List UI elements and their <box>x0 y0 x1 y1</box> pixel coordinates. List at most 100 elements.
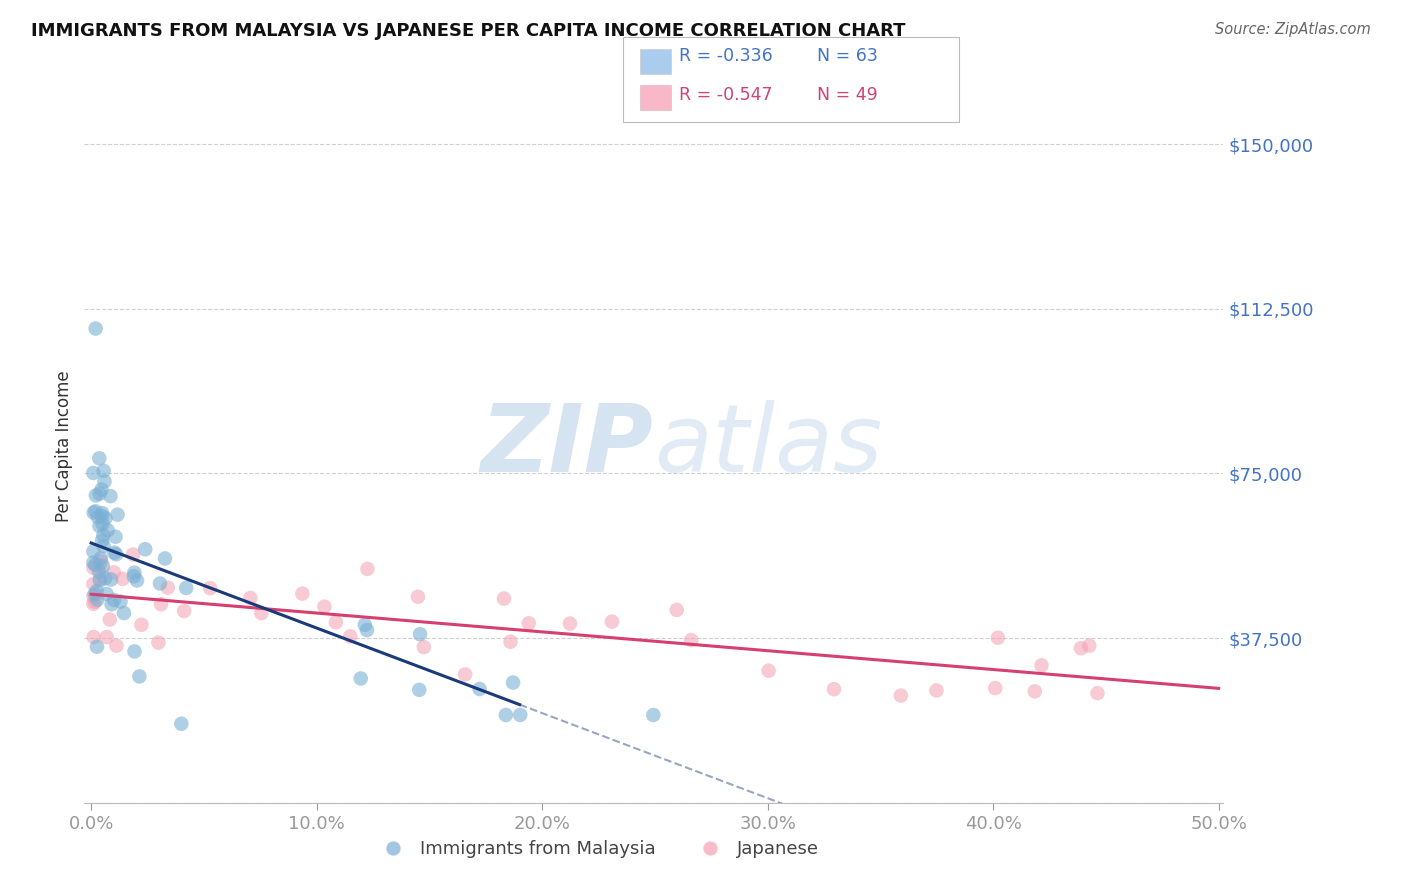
Point <box>91 508 114 523</box>
Point <box>131 617 153 632</box>
Point <box>134 542 156 557</box>
Text: atlas: atlas <box>654 401 882 491</box>
Point <box>82 597 104 611</box>
Point <box>93 464 115 478</box>
Point <box>105 639 128 653</box>
Point <box>173 604 195 618</box>
Point <box>128 669 150 683</box>
Point <box>517 616 540 631</box>
Point <box>291 586 314 600</box>
Point <box>110 594 132 608</box>
Point <box>149 576 172 591</box>
Point <box>890 689 912 703</box>
Point <box>91 528 114 542</box>
Point <box>103 546 125 560</box>
Point <box>150 597 173 611</box>
Point <box>86 592 108 607</box>
Point <box>600 615 623 629</box>
Point <box>93 539 115 553</box>
Point <box>406 590 429 604</box>
Point <box>89 558 111 573</box>
Point <box>100 489 122 503</box>
Point <box>823 682 845 697</box>
Point <box>89 451 111 466</box>
Point <box>1078 639 1101 653</box>
Point <box>83 595 105 609</box>
Point <box>356 562 378 576</box>
Point <box>94 511 117 525</box>
Point <box>499 634 522 648</box>
Point <box>96 630 118 644</box>
Point <box>84 504 107 518</box>
Point <box>82 577 104 591</box>
Point <box>314 599 336 614</box>
Point <box>125 574 148 588</box>
Point <box>100 597 122 611</box>
Point <box>509 708 531 723</box>
Point <box>82 544 104 558</box>
Point <box>170 716 193 731</box>
Point <box>83 587 105 601</box>
Point <box>122 569 145 583</box>
Point <box>82 589 104 603</box>
Point <box>84 488 107 502</box>
Point <box>83 506 105 520</box>
Text: R = -0.547: R = -0.547 <box>679 87 773 104</box>
Point <box>1031 658 1053 673</box>
Point <box>91 516 114 531</box>
Point <box>492 591 515 606</box>
Point <box>1087 686 1109 700</box>
Text: Source: ZipAtlas.com: Source: ZipAtlas.com <box>1215 22 1371 37</box>
Point <box>925 683 948 698</box>
Point <box>107 508 129 522</box>
Point <box>412 640 434 654</box>
Point <box>104 530 127 544</box>
Point <box>681 633 703 648</box>
Point <box>250 606 273 620</box>
Point <box>90 551 112 566</box>
Text: N = 49: N = 49 <box>817 87 877 104</box>
Point <box>103 566 125 580</box>
Point <box>200 581 222 595</box>
Point <box>350 672 373 686</box>
Point <box>124 644 146 658</box>
Point <box>339 629 361 643</box>
Text: IMMIGRANTS FROM MALAYSIA VS JAPANESE PER CAPITA INCOME CORRELATION CHART: IMMIGRANTS FROM MALAYSIA VS JAPANESE PER… <box>31 22 905 40</box>
Point <box>91 506 114 520</box>
Point <box>643 708 665 723</box>
Y-axis label: Per Capita Income: Per Capita Income <box>55 370 73 522</box>
Point <box>558 616 581 631</box>
Point <box>103 593 125 607</box>
Point <box>82 561 104 575</box>
Point <box>89 572 111 586</box>
Point <box>454 667 477 681</box>
Point <box>105 547 128 561</box>
Point <box>96 587 118 601</box>
Point <box>91 533 114 548</box>
Point <box>325 615 347 630</box>
Point <box>82 466 104 480</box>
Point <box>1024 684 1046 698</box>
Point <box>353 617 375 632</box>
Point <box>100 573 122 587</box>
Point <box>408 682 430 697</box>
Point <box>124 566 146 580</box>
Point <box>502 675 524 690</box>
Point <box>89 487 111 501</box>
Point <box>153 551 176 566</box>
Point <box>356 623 378 637</box>
Point <box>93 475 115 489</box>
Point <box>111 572 134 586</box>
Point <box>84 558 107 572</box>
Text: ZIP: ZIP <box>481 400 654 492</box>
Point <box>87 565 110 579</box>
Point <box>495 708 517 723</box>
Point <box>1070 641 1092 656</box>
Point <box>239 591 262 605</box>
Point <box>82 556 104 570</box>
Legend: Immigrants from Malaysia, Japanese: Immigrants from Malaysia, Japanese <box>367 833 827 865</box>
Point <box>987 631 1010 645</box>
Point <box>86 584 108 599</box>
Point <box>984 681 1007 695</box>
Point <box>174 581 197 595</box>
